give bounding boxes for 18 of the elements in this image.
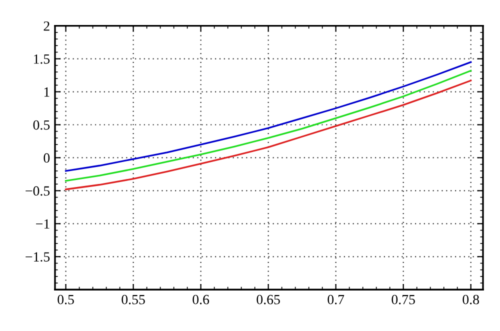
x-tick-label: 0.75 (392, 294, 415, 304)
line-series (64, 80, 472, 190)
x-tick-label: 0.65 (256, 294, 280, 304)
y-tick-label: −0.5 (26, 186, 50, 196)
y-tick-label: −1.5 (26, 252, 50, 262)
y-tick-label: −1 (36, 219, 50, 228)
line-series (64, 61, 472, 172)
y-tick-label: 1.5 (34, 54, 50, 64)
x-tick-label: 0.5 (58, 294, 74, 304)
x-tick-label: 0.8 (462, 294, 479, 304)
y-tick-label: 0 (44, 153, 50, 163)
x-tick-label: 0.6 (192, 294, 210, 304)
y-tick-label: 2 (44, 21, 50, 31)
x-tick-label: 0.7 (328, 294, 344, 304)
x-tick-label: 0.55 (122, 294, 145, 304)
y-tick-label: 0.5 (33, 120, 50, 130)
line-series (64, 70, 472, 182)
y-tick-label: 1 (44, 87, 50, 97)
